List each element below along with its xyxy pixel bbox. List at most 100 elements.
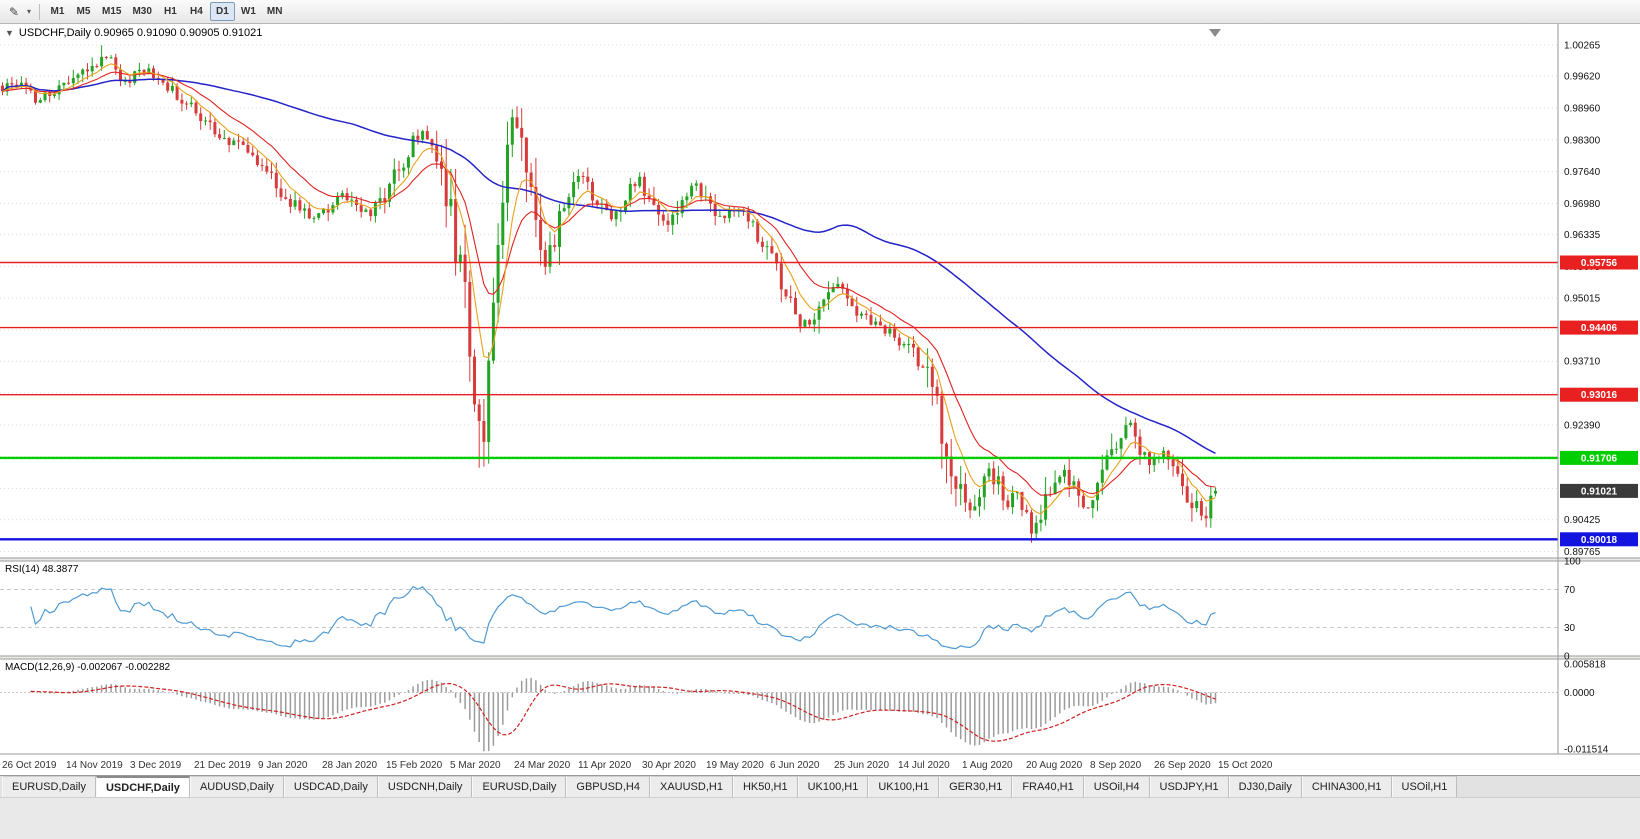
svg-text:0.0000: 0.0000 <box>1564 688 1595 699</box>
svg-text:20 Aug 2020: 20 Aug 2020 <box>1026 760 1083 771</box>
svg-text:8 Sep 2020: 8 Sep 2020 <box>1090 760 1142 771</box>
chart-tab-ger30-h1[interactable]: GER30,H1 <box>939 776 1013 797</box>
svg-text:3 Dec 2019: 3 Dec 2019 <box>130 760 182 771</box>
svg-text:30: 30 <box>1564 623 1576 634</box>
toolbar-separator <box>39 3 40 20</box>
timeframe-button-m30[interactable]: M30 <box>132 6 152 17</box>
svg-text:0.99620: 0.99620 <box>1564 72 1601 83</box>
price-chart-canvas[interactable]: 1.00265 0.99620 0.98960 0.98300 0.97640 0.969… <box>0 24 1640 775</box>
chart-tab-usdcad-daily[interactable]: USDCAD,Daily <box>283 776 378 797</box>
rsi-axis-labels: 100 70 30 0 <box>1564 557 1581 663</box>
svg-text:30 Apr 2020: 30 Apr 2020 <box>642 760 696 771</box>
chart-tab-eurusd-daily[interactable]: EURUSD,Daily <box>2 776 96 797</box>
svg-text:0.95756: 0.95756 <box>1581 258 1618 269</box>
timeframe-buttons: M1 M5 M15 M30 H1 H4 D1 W1 MN <box>45 2 287 21</box>
ma-slow-line <box>2 78 1216 454</box>
status-area <box>0 797 1640 839</box>
collapse-arrow-icon[interactable]: ▼ <box>5 28 14 38</box>
svg-text:25 Jun 2020: 25 Jun 2020 <box>834 760 889 771</box>
svg-text:0: 0 <box>1564 652 1570 663</box>
chart-tab-eurusd-daily[interactable]: EURUSD,Daily <box>472 776 567 797</box>
chart-tab-bar: EURUSD,Daily USDCHF,Daily AUDUSD,Daily USDC… <box>0 775 1640 797</box>
macd-signal-line <box>30 683 1216 742</box>
svg-text:0.93016: 0.93016 <box>1581 390 1618 401</box>
chart-tab-usoil-h1[interactable]: USOil,H1 <box>1391 776 1458 797</box>
chart-tab-uk100-h1[interactable]: UK100,H1 <box>797 776 869 797</box>
svg-text:0.89765: 0.89765 <box>1564 547 1601 558</box>
chart-tab-china300-h1[interactable]: CHINA300,H1 <box>1301 776 1392 797</box>
svg-text:24 Mar 2020: 24 Mar 2020 <box>514 760 571 771</box>
svg-text:9 Jan 2020: 9 Jan 2020 <box>258 760 308 771</box>
timeframe-button-m5[interactable]: M5 <box>76 6 91 17</box>
macd-axis-labels: 0.005818 0.0000 -0.011514 <box>1564 659 1609 755</box>
svg-text:0.95015: 0.95015 <box>1564 294 1601 305</box>
ma-medium-line <box>2 71 1216 496</box>
timeframe-button-w1[interactable]: W1 <box>240 6 256 17</box>
svg-text:0.92390: 0.92390 <box>1564 420 1601 431</box>
chart-header: ▼ USDCHF,Daily 0.90965 0.91090 0.90905 0.… <box>5 27 262 39</box>
svg-text:70: 70 <box>1564 585 1576 596</box>
svg-text:0.94406: 0.94406 <box>1581 323 1618 334</box>
svg-text:1.00265: 1.00265 <box>1564 41 1601 52</box>
chart-tab-audusd-daily[interactable]: AUDUSD,Daily <box>189 776 284 797</box>
svg-text:0.91706: 0.91706 <box>1581 453 1618 464</box>
svg-text:0.93710: 0.93710 <box>1564 357 1601 368</box>
svg-text:0.98960: 0.98960 <box>1564 103 1601 114</box>
macd-indicator-label: MACD(12,26,9) -0.002067 -0.002282 <box>5 662 171 673</box>
svg-text:-0.011514: -0.011514 <box>1564 745 1609 756</box>
chart-tab-fra40-h1[interactable]: FRA40,H1 <box>1012 776 1084 797</box>
chart-tab-usdchf-daily[interactable]: USDCHF,Daily <box>95 776 190 797</box>
chart-tab-uk100-h1[interactable]: UK100,H1 <box>868 776 940 797</box>
timeframe-button-d1[interactable]: D1 <box>209 2 235 21</box>
chart-tab-usoil-h4[interactable]: USOil,H4 <box>1083 776 1150 797</box>
svg-text:0.005818: 0.005818 <box>1564 659 1606 670</box>
svg-text:0.90425: 0.90425 <box>1564 515 1601 526</box>
draw-tool-icon[interactable]: ✎ <box>8 4 20 19</box>
chart-tab-xauusd-h1[interactable]: XAUUSD,H1 <box>649 776 733 797</box>
svg-text:28 Jan 2020: 28 Jan 2020 <box>322 760 377 771</box>
chart-tab-dj30-daily[interactable]: DJ30,Daily <box>1228 776 1302 797</box>
svg-text:26 Oct 2019: 26 Oct 2019 <box>2 760 57 771</box>
svg-text:15 Feb 2020: 15 Feb 2020 <box>386 760 443 771</box>
moving-averages <box>2 63 1216 515</box>
svg-text:21 Dec 2019: 21 Dec 2019 <box>194 760 251 771</box>
ma-fast-line <box>2 63 1216 515</box>
svg-text:0.96980: 0.96980 <box>1564 199 1601 210</box>
chart-tab-gbpusd-h4[interactable]: GBPUSD,H4 <box>566 776 650 797</box>
chart-shift-marker[interactable] <box>1209 29 1221 37</box>
svg-text:0.90018: 0.90018 <box>1581 535 1618 546</box>
chart-tab-usdjpy-h1[interactable]: USDJPY,H1 <box>1149 776 1229 797</box>
svg-text:6 Jun 2020: 6 Jun 2020 <box>770 760 820 771</box>
toolbar: ✎ ▾ M1 M5 M15 M30 H1 H4 D1 W1 MN <box>0 0 1640 24</box>
symbol-ohlc-text: USDCHF,Daily 0.90965 0.91090 0.90905 0.9… <box>18 27 263 39</box>
svg-text:1 Aug 2020: 1 Aug 2020 <box>962 760 1013 771</box>
svg-text:0.98300: 0.98300 <box>1564 135 1601 146</box>
candles <box>1 45 1217 543</box>
rsi-line <box>30 585 1216 650</box>
timeframe-button-h1[interactable]: H1 <box>164 6 177 17</box>
chart-tab-usdcnh-daily[interactable]: USDCNH,Daily <box>377 776 473 797</box>
svg-text:15 Oct 2020: 15 Oct 2020 <box>1218 760 1273 771</box>
rsi-indicator-label: RSI(14) 48.3877 <box>5 564 79 575</box>
price-axis-labels: 1.00265 0.99620 0.98960 0.98300 0.97640 0.969… <box>1564 41 1601 559</box>
svg-text:0.91021: 0.91021 <box>1581 486 1618 497</box>
chart-tab-hk50-h1[interactable]: HK50,H1 <box>732 776 798 797</box>
price-tags: 0.95756 0.94406 0.93016 0.91706 0.90018 0.910… <box>1560 255 1638 547</box>
svg-text:100: 100 <box>1564 557 1581 568</box>
date-axis-labels: 26 Oct 2019 14 Nov 2019 3 Dec 2019 21 Dec 2… <box>2 760 1273 771</box>
macd-histogram <box>30 677 1217 752</box>
timeframe-button-h4[interactable]: H4 <box>190 6 203 17</box>
timeframe-button-m1[interactable]: M1 <box>50 6 65 17</box>
timeframe-button-m15[interactable]: M15 <box>102 6 122 17</box>
dropdown-caret-icon[interactable]: ▾ <box>26 7 31 16</box>
svg-text:0.97640: 0.97640 <box>1564 167 1601 178</box>
chart-area[interactable]: 1.00265 0.99620 0.98960 0.98300 0.97640 0.969… <box>0 24 1640 775</box>
svg-text:0.96335: 0.96335 <box>1564 230 1601 241</box>
svg-text:19 May 2020: 19 May 2020 <box>706 760 764 771</box>
svg-text:14 Nov 2019: 14 Nov 2019 <box>66 760 123 771</box>
svg-text:11 Apr 2020: 11 Apr 2020 <box>578 760 632 771</box>
svg-text:5 Mar 2020: 5 Mar 2020 <box>450 760 501 771</box>
svg-text:14 Jul 2020: 14 Jul 2020 <box>898 760 950 771</box>
timeframe-button-mn[interactable]: MN <box>266 6 283 17</box>
